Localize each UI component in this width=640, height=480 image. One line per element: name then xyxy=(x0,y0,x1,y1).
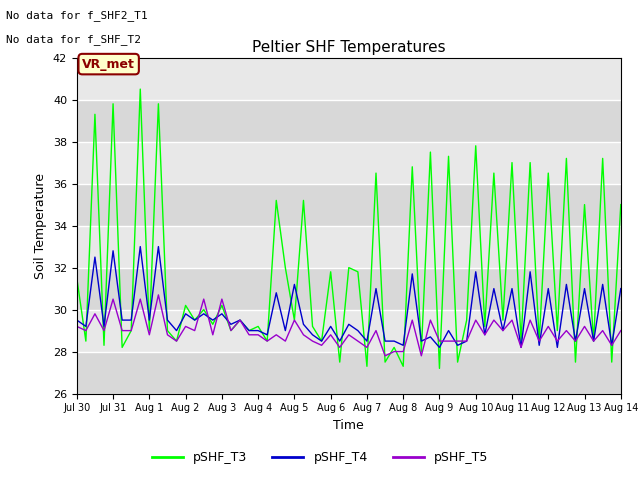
pSHF_T4 xyxy=(617,286,625,291)
Bar xyxy=(77,310,621,351)
Text: No data for f_SHF_T2: No data for f_SHF_T2 xyxy=(6,34,141,45)
Line: pSHF_T4: pSHF_T4 xyxy=(77,247,621,348)
pSHF_T5 xyxy=(617,328,625,334)
Bar xyxy=(77,183,621,226)
Text: No data for f_SHF2_T1: No data for f_SHF2_T1 xyxy=(6,10,148,21)
pSHF_T3 xyxy=(617,202,625,207)
pSHF_T4 xyxy=(191,317,198,323)
pSHF_T4 xyxy=(209,317,216,323)
Line: pSHF_T5: pSHF_T5 xyxy=(77,295,621,356)
Bar xyxy=(77,58,621,99)
pSHF_T5 xyxy=(563,328,570,334)
pSHF_T4 xyxy=(563,281,570,287)
Bar xyxy=(77,142,621,183)
pSHF_T5 xyxy=(273,332,280,337)
pSHF_T5 xyxy=(381,353,389,359)
pSHF_T3 xyxy=(408,164,416,170)
pSHF_T5 xyxy=(209,332,216,337)
pSHF_T5 xyxy=(417,353,425,359)
Bar xyxy=(77,226,621,267)
pSHF_T3 xyxy=(372,170,380,176)
pSHF_T4 xyxy=(73,317,81,323)
pSHF_T4 xyxy=(136,244,144,250)
pSHF_T4 xyxy=(372,286,380,291)
pSHF_T3 xyxy=(563,156,570,161)
pSHF_T3 xyxy=(136,86,144,92)
Bar xyxy=(77,351,621,394)
Line: pSHF_T3: pSHF_T3 xyxy=(77,89,621,368)
Bar xyxy=(77,267,621,310)
pSHF_T3 xyxy=(209,322,216,327)
pSHF_T5 xyxy=(154,292,162,298)
pSHF_T3 xyxy=(191,317,198,323)
Legend: pSHF_T3, pSHF_T4, pSHF_T5: pSHF_T3, pSHF_T4, pSHF_T5 xyxy=(147,446,493,469)
pSHF_T3 xyxy=(273,197,280,203)
Bar xyxy=(77,99,621,142)
pSHF_T5 xyxy=(191,328,198,334)
pSHF_T3 xyxy=(73,275,81,281)
Y-axis label: Soil Temperature: Soil Temperature xyxy=(35,173,47,278)
pSHF_T5 xyxy=(372,328,380,334)
pSHF_T5 xyxy=(73,324,81,329)
pSHF_T3 xyxy=(436,365,444,371)
Text: VR_met: VR_met xyxy=(82,58,135,71)
pSHF_T4 xyxy=(408,271,416,277)
pSHF_T4 xyxy=(436,345,444,350)
X-axis label: Time: Time xyxy=(333,419,364,432)
Title: Peltier SHF Temperatures: Peltier SHF Temperatures xyxy=(252,40,445,55)
pSHF_T4 xyxy=(273,290,280,296)
